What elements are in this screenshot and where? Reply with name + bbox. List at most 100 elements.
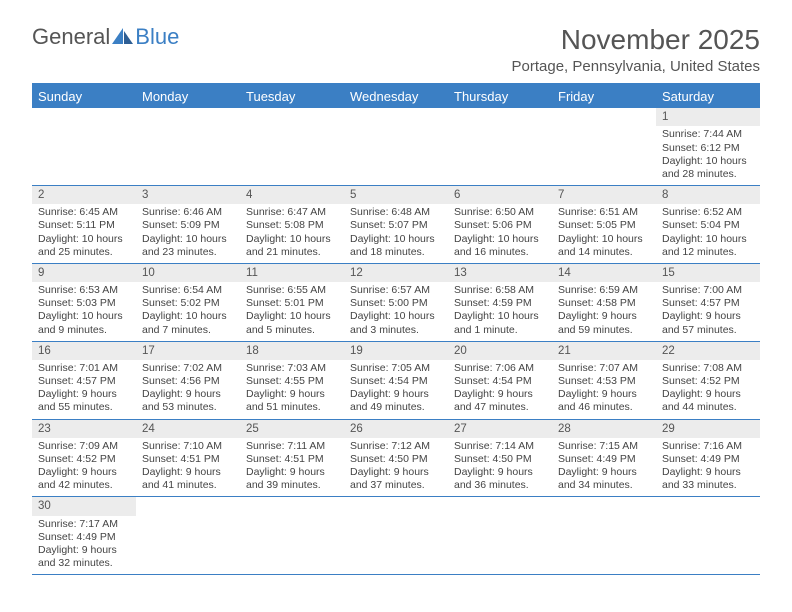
dow-monday: Monday (136, 85, 240, 108)
day-number: 14 (552, 264, 656, 282)
calendar-week: 16Sunrise: 7:01 AMSunset: 4:57 PMDayligh… (32, 342, 760, 420)
day-body: Sunrise: 6:58 AMSunset: 4:59 PMDaylight:… (448, 282, 552, 341)
calendar-day-empty (32, 108, 136, 185)
calendar-day: 4Sunrise: 6:47 AMSunset: 5:08 PMDaylight… (240, 186, 344, 263)
sunset-text: Sunset: 5:11 PM (38, 219, 130, 232)
sunrise-text: Sunrise: 7:16 AM (662, 440, 754, 453)
sunrise-text: Sunrise: 6:48 AM (350, 206, 442, 219)
day-number: 1 (656, 108, 760, 126)
sail-icon (112, 24, 134, 50)
sunrise-text: Sunrise: 7:06 AM (454, 362, 546, 375)
calendar-week: 2Sunrise: 6:45 AMSunset: 5:11 PMDaylight… (32, 186, 760, 264)
day-number: 19 (344, 342, 448, 360)
day-body: Sunrise: 7:14 AMSunset: 4:50 PMDaylight:… (448, 438, 552, 497)
daylight-text: Daylight: 10 hours and 9 minutes. (38, 310, 130, 336)
sunset-text: Sunset: 5:04 PM (662, 219, 754, 232)
daylight-text: Daylight: 9 hours and 36 minutes. (454, 466, 546, 492)
logo-text-blue: Blue (135, 24, 179, 50)
dow-wednesday: Wednesday (344, 85, 448, 108)
sunrise-text: Sunrise: 7:07 AM (558, 362, 650, 375)
calendar-day: 5Sunrise: 6:48 AMSunset: 5:07 PMDaylight… (344, 186, 448, 263)
day-body: Sunrise: 7:11 AMSunset: 4:51 PMDaylight:… (240, 438, 344, 497)
sunrise-text: Sunrise: 6:57 AM (350, 284, 442, 297)
sunrise-text: Sunrise: 7:09 AM (38, 440, 130, 453)
day-number: 22 (656, 342, 760, 360)
calendar-day: 19Sunrise: 7:05 AMSunset: 4:54 PMDayligh… (344, 342, 448, 419)
daylight-text: Daylight: 10 hours and 5 minutes. (246, 310, 338, 336)
day-number: 27 (448, 420, 552, 438)
calendar-day: 25Sunrise: 7:11 AMSunset: 4:51 PMDayligh… (240, 420, 344, 497)
calendar-day-empty (344, 108, 448, 185)
day-number: 3 (136, 186, 240, 204)
calendar-day: 22Sunrise: 7:08 AMSunset: 4:52 PMDayligh… (656, 342, 760, 419)
sunrise-text: Sunrise: 6:58 AM (454, 284, 546, 297)
daylight-text: Daylight: 10 hours and 28 minutes. (662, 155, 754, 181)
calendar-day-empty (448, 497, 552, 574)
day-number: 30 (32, 497, 136, 515)
sunset-text: Sunset: 4:54 PM (350, 375, 442, 388)
weeks-container: 1Sunrise: 7:44 AMSunset: 6:12 PMDaylight… (32, 108, 760, 575)
sunrise-text: Sunrise: 7:15 AM (558, 440, 650, 453)
sunset-text: Sunset: 4:55 PM (246, 375, 338, 388)
calendar-day: 13Sunrise: 6:58 AMSunset: 4:59 PMDayligh… (448, 264, 552, 341)
calendar-day-empty (136, 108, 240, 185)
calendar-day: 3Sunrise: 6:46 AMSunset: 5:09 PMDaylight… (136, 186, 240, 263)
calendar-day: 24Sunrise: 7:10 AMSunset: 4:51 PMDayligh… (136, 420, 240, 497)
day-body: Sunrise: 7:15 AMSunset: 4:49 PMDaylight:… (552, 438, 656, 497)
day-body: Sunrise: 6:50 AMSunset: 5:06 PMDaylight:… (448, 204, 552, 263)
sunset-text: Sunset: 5:03 PM (38, 297, 130, 310)
calendar-day: 15Sunrise: 7:00 AMSunset: 4:57 PMDayligh… (656, 264, 760, 341)
daylight-text: Daylight: 10 hours and 16 minutes. (454, 233, 546, 259)
day-number: 24 (136, 420, 240, 438)
sunrise-text: Sunrise: 7:02 AM (142, 362, 234, 375)
logo-text-general: General (32, 24, 110, 50)
sunset-text: Sunset: 6:12 PM (662, 142, 754, 155)
day-number: 9 (32, 264, 136, 282)
calendar-day-empty (136, 497, 240, 574)
calendar-day: 7Sunrise: 6:51 AMSunset: 5:05 PMDaylight… (552, 186, 656, 263)
calendar-day: 8Sunrise: 6:52 AMSunset: 5:04 PMDaylight… (656, 186, 760, 263)
brand-logo: General Blue (32, 24, 179, 50)
dow-sunday: Sunday (32, 85, 136, 108)
calendar-day: 10Sunrise: 6:54 AMSunset: 5:02 PMDayligh… (136, 264, 240, 341)
sunset-text: Sunset: 4:57 PM (38, 375, 130, 388)
sunset-text: Sunset: 4:51 PM (246, 453, 338, 466)
calendar-day: 27Sunrise: 7:14 AMSunset: 4:50 PMDayligh… (448, 420, 552, 497)
sunset-text: Sunset: 4:57 PM (662, 297, 754, 310)
calendar-day: 26Sunrise: 7:12 AMSunset: 4:50 PMDayligh… (344, 420, 448, 497)
sunrise-text: Sunrise: 7:01 AM (38, 362, 130, 375)
sunset-text: Sunset: 5:06 PM (454, 219, 546, 232)
day-body: Sunrise: 6:45 AMSunset: 5:11 PMDaylight:… (32, 204, 136, 263)
daylight-text: Daylight: 10 hours and 25 minutes. (38, 233, 130, 259)
sunset-text: Sunset: 5:01 PM (246, 297, 338, 310)
day-body: Sunrise: 6:54 AMSunset: 5:02 PMDaylight:… (136, 282, 240, 341)
sunrise-text: Sunrise: 6:59 AM (558, 284, 650, 297)
daylight-text: Daylight: 10 hours and 3 minutes. (350, 310, 442, 336)
calendar-day: 30Sunrise: 7:17 AMSunset: 4:49 PMDayligh… (32, 497, 136, 574)
sunrise-text: Sunrise: 6:52 AM (662, 206, 754, 219)
day-number: 25 (240, 420, 344, 438)
day-body: Sunrise: 7:07 AMSunset: 4:53 PMDaylight:… (552, 360, 656, 419)
sunset-text: Sunset: 5:07 PM (350, 219, 442, 232)
sunrise-text: Sunrise: 7:11 AM (246, 440, 338, 453)
day-number: 21 (552, 342, 656, 360)
day-body: Sunrise: 7:01 AMSunset: 4:57 PMDaylight:… (32, 360, 136, 419)
day-number: 29 (656, 420, 760, 438)
day-number: 20 (448, 342, 552, 360)
sunset-text: Sunset: 4:49 PM (662, 453, 754, 466)
calendar-day: 2Sunrise: 6:45 AMSunset: 5:11 PMDaylight… (32, 186, 136, 263)
sunrise-text: Sunrise: 6:54 AM (142, 284, 234, 297)
day-number: 17 (136, 342, 240, 360)
sunset-text: Sunset: 4:56 PM (142, 375, 234, 388)
sunset-text: Sunset: 4:59 PM (454, 297, 546, 310)
day-body: Sunrise: 7:02 AMSunset: 4:56 PMDaylight:… (136, 360, 240, 419)
sunrise-text: Sunrise: 7:44 AM (662, 128, 754, 141)
day-number: 10 (136, 264, 240, 282)
sunrise-text: Sunrise: 6:53 AM (38, 284, 130, 297)
calendar-page: General Blue November 2025 Portage, Penn… (0, 0, 792, 575)
day-number: 28 (552, 420, 656, 438)
sunrise-text: Sunrise: 7:12 AM (350, 440, 442, 453)
dow-tuesday: Tuesday (240, 85, 344, 108)
day-number: 12 (344, 264, 448, 282)
sunrise-text: Sunrise: 7:10 AM (142, 440, 234, 453)
